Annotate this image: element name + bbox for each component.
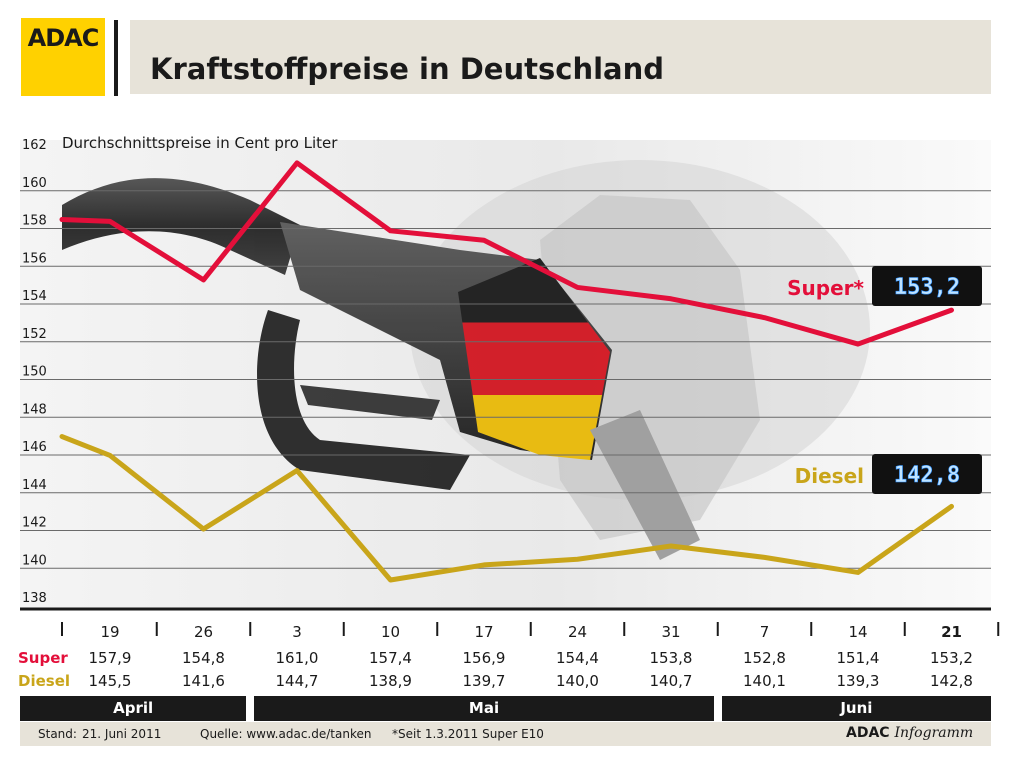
diesel-display-value: 142,8 (894, 463, 960, 488)
y-tick-label: 154 (22, 289, 47, 304)
super-display-value: 153,2 (894, 275, 960, 300)
super-value-label: 151,4 (837, 649, 880, 667)
x-category-label: 7 (760, 623, 770, 641)
x-category-label: 10 (381, 623, 400, 641)
y-tick-label: 150 (22, 365, 47, 380)
y-tick-label: 144 (22, 478, 47, 493)
diesel-price-display: 142,8 (872, 454, 982, 494)
month-label: April (20, 696, 247, 721)
nozzle-spout (590, 410, 700, 560)
logo-text: ADAC (27, 24, 100, 52)
footer-note: *Seit 1.3.2011 Super E10 (392, 727, 544, 741)
y-tick-label: 162 (22, 138, 47, 153)
diesel-value-label: 140,1 (743, 672, 786, 690)
x-category-label: 3 (292, 623, 302, 641)
y-tick-label: 160 (22, 176, 47, 191)
nozzle-handle (257, 310, 470, 490)
super-value-label: 154,4 (556, 649, 599, 667)
month-label: Juni (721, 696, 991, 721)
month-label: Mai (254, 696, 714, 721)
footer-brand-italic: Infogramm (894, 725, 974, 741)
chart-subtitle: Durchschnittspreise in Cent pro Liter (62, 134, 338, 152)
x-category-label: 26 (194, 623, 213, 641)
fuel-tank-filler (540, 195, 760, 540)
header-separator (114, 20, 118, 96)
title-band (130, 20, 991, 94)
super-price-display: 153,2 (872, 266, 982, 306)
pump-nozzle-illustration (62, 160, 870, 560)
diesel-value-label: 139,3 (837, 672, 880, 690)
row-label-diesel: Diesel (18, 672, 70, 690)
diesel-value-label: 140,7 (650, 672, 693, 690)
super-line (59, 160, 954, 347)
footer-brand: ADAC Infogramm (846, 725, 973, 741)
super-value-label: 153,2 (930, 649, 973, 667)
diesel-line (59, 434, 954, 583)
adac-logo: ADAC (21, 18, 105, 96)
footer-stand-label: Stand: (38, 727, 77, 741)
value-table: 157,9 154,8 161,0 157,4 156,9 154,4 153,8 152,8… (89, 649, 973, 690)
y-tick-label: 142 (22, 516, 47, 531)
nozzle-trigger (300, 385, 440, 420)
y-tick-label: 138 (22, 591, 47, 606)
x-axis-categories: 19 26 3 10 17 24 31 7 14 21 (61, 622, 1000, 641)
super-value-label: 161,0 (276, 649, 319, 667)
diesel-value-label: 138,9 (369, 672, 412, 690)
x-category-label: 19 (100, 623, 119, 641)
diesel-value-label: 145,5 (89, 672, 132, 690)
super-value-label: 153,8 (650, 649, 693, 667)
page-title: Kraftstoffpreise in Deutschland (150, 52, 664, 86)
month-band: April Mai Juni (20, 696, 991, 721)
y-tick-label: 146 (22, 440, 47, 455)
y-tick-label: 148 (22, 402, 47, 417)
x-category-label: 17 (474, 623, 493, 641)
super-value-label: 156,9 (463, 649, 506, 667)
super-value-label: 157,4 (369, 649, 412, 667)
x-category-label: 24 (568, 623, 587, 641)
diesel-value-label: 141,6 (182, 672, 225, 690)
diesel-value-label: 144,7 (276, 672, 319, 690)
x-category-label: 31 (661, 623, 680, 641)
super-value-label: 154,8 (182, 649, 225, 667)
pump-hose (62, 178, 300, 275)
diesel-value-label: 139,7 (463, 672, 506, 690)
y-tick-label: 156 (22, 251, 47, 266)
y-tick-label: 140 (22, 553, 47, 568)
footer-source: Quelle: www.adac.de/tanken (200, 727, 372, 741)
super-series-label: Super* (787, 276, 864, 300)
y-tick-label: 158 (22, 214, 47, 229)
y-tick-label: 152 (22, 327, 47, 342)
x-category-label: 14 (848, 623, 867, 641)
super-value-label: 152,8 (743, 649, 786, 667)
diesel-value-label: 142,8 (930, 672, 973, 690)
super-value-label: 157,9 (89, 649, 132, 667)
footer-brand-bold: ADAC (846, 725, 890, 741)
row-label-super: Super (18, 649, 68, 667)
y-axis: 162 160 158 156 154 152 150 148 146 144 142 140 138 (22, 138, 47, 606)
x-category-label: 21 (941, 623, 962, 641)
diesel-series-label: Diesel (795, 464, 864, 488)
footer-stand-date: 21. Juni 2011 (82, 727, 162, 741)
diesel-value-label: 140,0 (556, 672, 599, 690)
footer-band (20, 722, 991, 746)
